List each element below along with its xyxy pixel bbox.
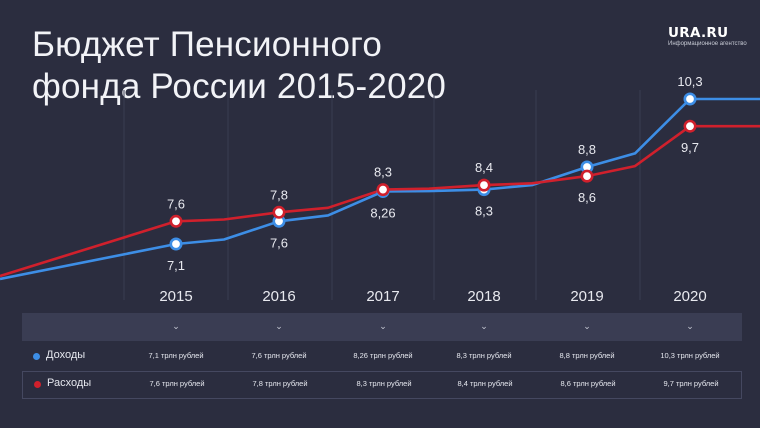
title-line-2: фонда России 2015-2020: [32, 67, 447, 106]
title-line-1: Бюджет Пенсионного: [32, 25, 382, 64]
income-data-label-2020: 10,3: [677, 74, 702, 89]
income-point-2020: [683, 92, 697, 106]
chevron-down-icon[interactable]: ⌄: [583, 321, 591, 331]
expense-point-2020: [683, 119, 697, 133]
expense-data-label-2016: 7,8: [270, 187, 288, 202]
chevron-down-icon[interactable]: ⌄: [686, 321, 694, 331]
income-row[interactable]: Доходы 7,1 трлн рублей 7,6 трлн рублей 8…: [22, 343, 742, 371]
chevron-down-icon[interactable]: ⌄: [172, 321, 180, 331]
income-cell-2018: 8,3 трлн рублей: [456, 351, 512, 360]
expense-data-label-2017: 8,3: [374, 165, 392, 180]
expense-data-label-2019: 8,6: [578, 190, 596, 205]
expense-cell-2020: 9,7 трлн рублей: [663, 379, 719, 388]
expand-bar: ⌄ ⌄ ⌄ ⌄ ⌄ ⌄: [22, 313, 742, 341]
expense-cell-2015: 7,6 трлн рублей: [149, 379, 205, 388]
expense-legend-label: Расходы: [47, 377, 92, 389]
grid-lines: [123, 90, 641, 300]
year-label-2015: 2015: [159, 288, 193, 305]
year-label-2017: 2017: [366, 288, 400, 305]
year-axis: 2015 2016 2017 2018 2019 2020: [0, 288, 760, 312]
expense-data-label-2015: 7,6: [167, 196, 185, 211]
year-label-2019: 2019: [570, 288, 604, 305]
income-legend-dot: [33, 353, 40, 360]
income-cell-2017: 8,26 трлн рублей: [353, 351, 413, 360]
expense-cell-2018: 8,4 трлн рублей: [457, 379, 513, 388]
year-label-2020: 2020: [673, 288, 707, 305]
logo-brand: URA.RU: [668, 25, 729, 41]
ura-logo[interactable]: URA.RU Информационное агентство: [668, 25, 747, 48]
expense-point-2019: [580, 169, 594, 183]
data-points: [169, 92, 697, 251]
expense-cell-2016: 7,8 трлн рублей: [252, 379, 308, 388]
expense-point-2018: [477, 178, 491, 192]
income-legend-label: Доходы: [46, 349, 86, 361]
logo-subtitle: Информационное агентство: [668, 41, 747, 47]
expense-series-line: [0, 124, 760, 278]
expense-legend-dot: [34, 381, 41, 388]
expense-data-label-2020: 9,7: [681, 140, 699, 155]
income-data-label-2017: 8,26: [370, 206, 395, 221]
expense-cell-2019: 8,6 трлн рублей: [560, 379, 616, 388]
series-lines: [0, 97, 760, 281]
chevron-down-icon[interactable]: ⌄: [480, 321, 488, 331]
expense-point-2017: [376, 183, 390, 197]
income-cell-2020: 10,3 трлн рублей: [660, 351, 720, 360]
income-data-label-2019: 8,8: [578, 142, 596, 157]
pension-fund-line-chart: 7,1 7,6 8,26 8,3 8,8 10,3 7,6 7,8 8,3 8,4 8,6 9,7: [0, 74, 760, 300]
income-data-label-2015: 7,1: [167, 258, 185, 273]
page-title: Бюджет Пенсионного фонда России 2015-202…: [32, 24, 446, 108]
year-label-2018: 2018: [467, 288, 501, 305]
income-cell-2015: 7,1 трлн рублей: [148, 351, 204, 360]
expense-point-2015: [169, 214, 183, 228]
year-label-2016: 2016: [262, 288, 296, 305]
expense-row[interactable]: Расходы 7,6 трлн рублей 7,8 трлн рублей …: [22, 371, 742, 399]
income-data-label-2018: 8,3: [475, 204, 493, 219]
expense-data-label-2018: 8,4: [475, 160, 493, 175]
chevron-down-icon[interactable]: ⌄: [379, 321, 387, 331]
income-cell-2019: 8,8 трлн рублей: [559, 351, 615, 360]
income-data-label-2016: 7,6: [270, 235, 288, 250]
income-point-2015: [169, 237, 183, 251]
income-series-line: [0, 97, 760, 281]
data-labels: 7,1 7,6 8,26 8,3 8,8 10,3 7,6 7,8 8,3 8,4 8,6 9,7: [167, 74, 703, 273]
expense-point-2016: [272, 205, 286, 219]
expense-cell-2017: 8,3 трлн рублей: [356, 379, 412, 388]
chevron-down-icon[interactable]: ⌄: [275, 321, 283, 331]
income-cell-2016: 7,6 трлн рублей: [251, 351, 307, 360]
